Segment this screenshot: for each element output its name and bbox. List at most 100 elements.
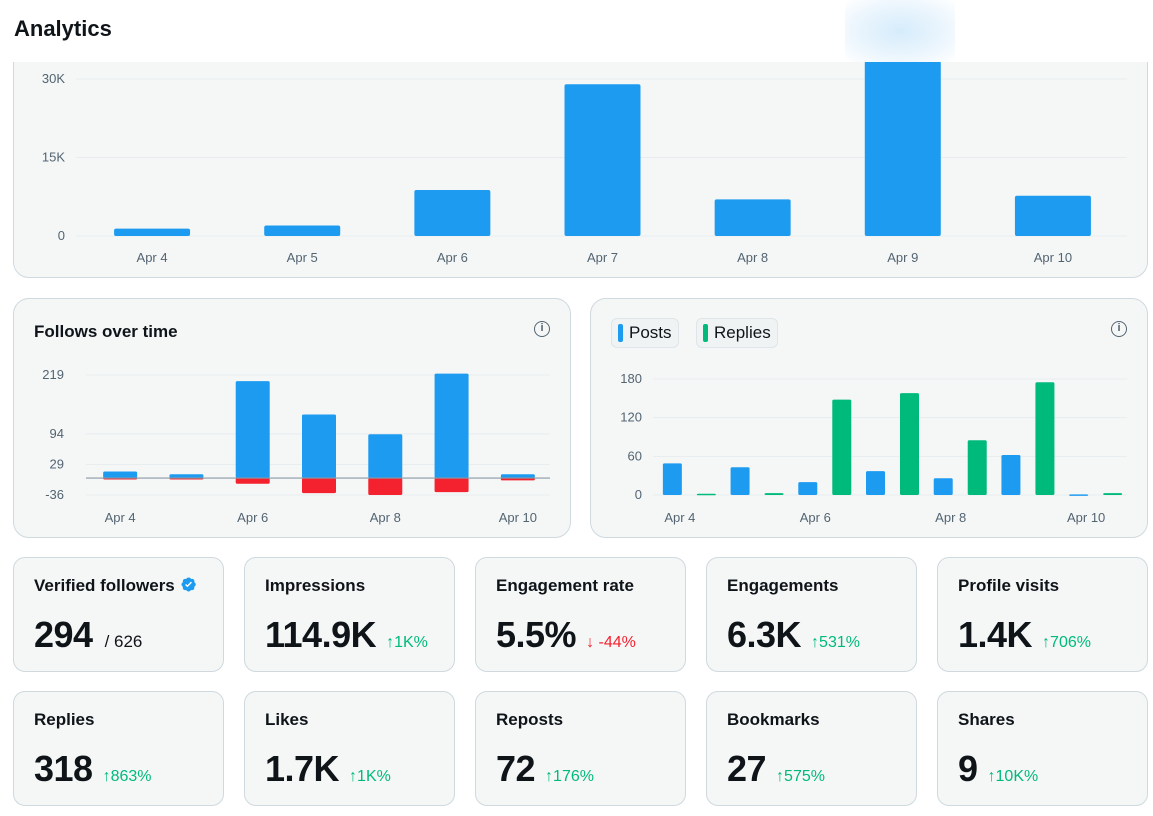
bar-follows bbox=[500, 474, 535, 479]
stat-change: ↑706% bbox=[1042, 634, 1091, 652]
arrow-up-icon: ↑ bbox=[349, 768, 358, 785]
bar-follows bbox=[103, 471, 138, 479]
bar-replies bbox=[832, 399, 852, 495]
stat-value-row: 6.3K ↑531% bbox=[727, 614, 860, 656]
y-tick-label: 94 bbox=[50, 426, 64, 441]
stat-change: ↑575% bbox=[776, 768, 825, 786]
stat-value: 9 bbox=[958, 748, 978, 789]
stat-card-likes[interactable]: Likes 1.7K ↑1K% bbox=[244, 691, 455, 806]
stat-card-engagements[interactable]: Engagements 6.3K ↑531% bbox=[706, 557, 917, 672]
stat-change: ↑1K% bbox=[386, 634, 428, 652]
stat-value-row: 1.7K ↑1K% bbox=[265, 748, 391, 790]
x-tick-label: Apr 5 bbox=[287, 250, 318, 265]
stat-label: Likes bbox=[265, 710, 309, 729]
y-tick-label: 120 bbox=[620, 410, 642, 425]
page-header: Analytics bbox=[0, 0, 1153, 62]
bar-follows bbox=[235, 381, 270, 479]
stat-card-shares[interactable]: Shares 9 ↑10K% bbox=[937, 691, 1148, 806]
stat-change-value: 863% bbox=[110, 768, 152, 785]
bar-posts bbox=[866, 471, 885, 495]
bar-follows bbox=[169, 474, 204, 479]
y-tick-label: 30K bbox=[42, 71, 65, 86]
impressions-chart-card: 0 15K 30K Apr 4 Apr 5 Apr 6 Apr 7 Apr 8 Apr 9 Apr… bbox=[13, 20, 1148, 278]
stat-change: ↑176% bbox=[545, 768, 594, 786]
bar bbox=[264, 225, 341, 236]
stat-change-value: 531% bbox=[819, 634, 860, 651]
stat-value: 1.4K bbox=[958, 614, 1033, 655]
arrow-up-icon: ↑ bbox=[102, 768, 111, 785]
stat-value: 114.9K bbox=[265, 614, 377, 655]
info-icon[interactable]: i bbox=[1111, 321, 1127, 337]
bar bbox=[714, 199, 791, 236]
arrow-up-icon: ↑ bbox=[1042, 634, 1051, 651]
arrow-up-icon: ↑ bbox=[545, 768, 554, 785]
bar-posts bbox=[1001, 455, 1021, 495]
bar-posts bbox=[933, 478, 953, 495]
stat-change: ↑863% bbox=[103, 768, 152, 786]
stat-value: 294 bbox=[34, 614, 93, 655]
stat-change-value: 706% bbox=[1050, 634, 1091, 651]
follows-chart[interactable]: -36 29 94 219 Apr 4 Apr 6 Apr 8 Apr 10 bbox=[14, 299, 571, 538]
arrow-up-icon: ↑ bbox=[386, 634, 395, 651]
stat-label: Reposts bbox=[496, 710, 564, 729]
legend-replies[interactable]: Replies bbox=[696, 318, 778, 348]
arrow-up-icon: ↑ bbox=[811, 634, 820, 651]
legend-posts[interactable]: Posts bbox=[611, 318, 679, 348]
stat-value: 27 bbox=[727, 748, 767, 789]
y-tick-label: 60 bbox=[628, 448, 642, 463]
x-tick-label: Apr 8 bbox=[737, 250, 768, 265]
x-tick-label: Apr 7 bbox=[587, 250, 618, 265]
y-tick-label: -36 bbox=[45, 487, 64, 502]
stat-label: Impressions bbox=[265, 576, 366, 595]
bar-unfollows bbox=[368, 478, 403, 495]
stat-change: ↑531% bbox=[811, 634, 860, 652]
stat-value-row: 294 / 626 bbox=[34, 614, 142, 656]
stat-change: ↑1K% bbox=[349, 768, 391, 786]
stat-card-replies[interactable]: Replies 318 ↑863% bbox=[13, 691, 224, 806]
x-tick-label: Apr 10 bbox=[499, 510, 537, 525]
x-tick-label: Apr 10 bbox=[1034, 250, 1072, 265]
bar-replies bbox=[1103, 493, 1123, 495]
stat-card-impressions[interactable]: Impressions 114.9K ↑1K% bbox=[244, 557, 455, 672]
bar bbox=[864, 61, 941, 236]
legend-posts-label: Posts bbox=[629, 323, 672, 342]
stat-value: 1.7K bbox=[265, 748, 340, 789]
y-tick-label: 29 bbox=[50, 456, 64, 471]
follows-chart-title: Follows over time bbox=[34, 322, 178, 341]
y-tick-label: 219 bbox=[42, 367, 64, 382]
stat-card-verified-followers[interactable]: Verified followers 294 / 626 bbox=[13, 557, 224, 672]
y-tick-label: 180 bbox=[620, 371, 642, 386]
bar-follows bbox=[434, 373, 469, 479]
bar-unfollows bbox=[434, 478, 469, 493]
bar-replies bbox=[900, 393, 919, 495]
bar bbox=[414, 189, 491, 236]
verified-badge-icon bbox=[181, 577, 196, 592]
stat-card-reposts[interactable]: Reposts 72 ↑176% bbox=[475, 691, 686, 806]
stat-value: 72 bbox=[496, 748, 536, 789]
info-icon[interactable]: i bbox=[534, 321, 550, 337]
stat-label: Profile visits bbox=[958, 576, 1060, 595]
follows-chart-card: Follows over time i -36 29 94 219 Apr 4 Apr 6… bbox=[13, 298, 571, 538]
bar-replies bbox=[764, 493, 784, 495]
stat-card-engagement-rate[interactable]: Engagement rate 5.5% ↓ -44% bbox=[475, 557, 686, 672]
y-tick-label: 0 bbox=[58, 228, 65, 243]
stat-label: Engagement rate bbox=[496, 576, 634, 595]
x-tick-label: Apr 6 bbox=[437, 250, 468, 265]
stat-card-profile-visits[interactable]: Profile visits 1.4K ↑706% bbox=[937, 557, 1148, 672]
legend-replies-label: Replies bbox=[714, 323, 771, 342]
posts-replies-chart[interactable]: 0 60 120 180 Apr 4 Apr 6 Apr 8 Apr 10 bbox=[591, 299, 1148, 538]
stat-value-row: 5.5% ↓ -44% bbox=[496, 614, 636, 656]
page-title: Analytics bbox=[14, 16, 112, 41]
x-tick-label: Apr 6 bbox=[800, 510, 831, 525]
stat-change-value: 1K% bbox=[394, 634, 428, 651]
impressions-chart[interactable]: 0 15K 30K Apr 4 Apr 5 Apr 6 Apr 7 Apr 8 Apr 9 Apr… bbox=[14, 21, 1148, 278]
x-tick-label: Apr 6 bbox=[237, 510, 268, 525]
stat-value-row: 318 ↑863% bbox=[34, 748, 152, 790]
stat-value-row: 114.9K ↑1K% bbox=[265, 614, 428, 656]
bar bbox=[1014, 195, 1091, 236]
x-tick-label: Apr 4 bbox=[664, 510, 695, 525]
bar-replies bbox=[1035, 382, 1055, 495]
stat-card-bookmarks[interactable]: Bookmarks 27 ↑575% bbox=[706, 691, 917, 806]
bar-follows bbox=[302, 414, 336, 479]
x-tick-label: Apr 4 bbox=[137, 250, 168, 265]
